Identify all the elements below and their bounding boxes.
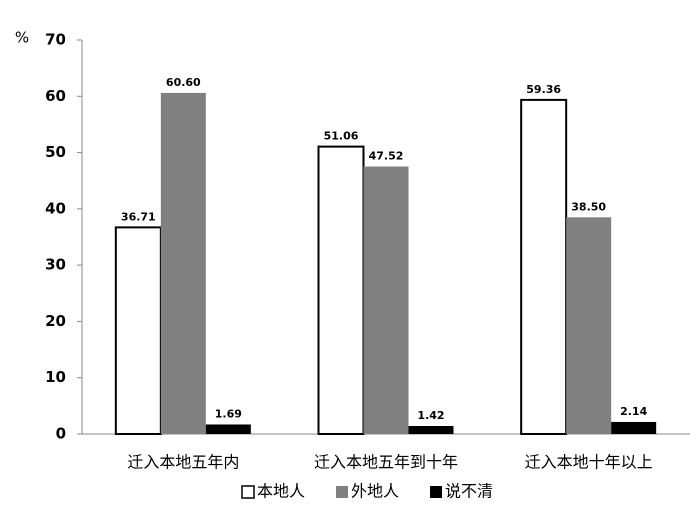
y-tick-label: 10 (45, 368, 66, 386)
bar (611, 421, 657, 434)
value-label: 47.52 (369, 150, 404, 163)
y-tick-label: 60 (45, 87, 66, 105)
y-tick-label: 40 (45, 199, 66, 217)
legend-label: 本地人 (257, 482, 305, 501)
bar (114, 226, 162, 435)
bar (520, 98, 568, 435)
legend-label: 说不清 (445, 482, 493, 501)
y-tick-label: 50 (45, 143, 66, 161)
bar (566, 217, 612, 434)
bar (205, 424, 251, 434)
value-label: 2.14 (620, 405, 647, 418)
value-label: 60.60 (166, 76, 201, 89)
y-unit: % (15, 29, 29, 47)
value-label: 38.50 (571, 200, 606, 213)
y-tick-label: 70 (45, 31, 66, 49)
y-tick-label: 20 (45, 312, 66, 330)
legend-swatch (241, 485, 255, 499)
value-label: 59.36 (526, 83, 561, 96)
bar (160, 92, 206, 434)
x-tick-label: 迁入本地五年内 (127, 453, 239, 472)
y-tick-label: 0 (56, 425, 66, 443)
value-label: 51.06 (324, 130, 359, 143)
legend-label: 外地人 (351, 482, 399, 501)
value-label: 1.69 (215, 407, 242, 420)
x-tick-label: 迁入本地十年以上 (525, 453, 653, 472)
legend-swatch (430, 486, 442, 498)
legend-swatch (336, 486, 348, 498)
x-tick-label: 迁入本地五年到十年 (314, 453, 458, 472)
y-tick-label: 30 (45, 256, 66, 274)
bar (317, 145, 365, 436)
value-label: 1.42 (417, 409, 444, 422)
bar (363, 166, 409, 435)
bar (408, 426, 454, 434)
value-label: 36.71 (121, 210, 156, 223)
